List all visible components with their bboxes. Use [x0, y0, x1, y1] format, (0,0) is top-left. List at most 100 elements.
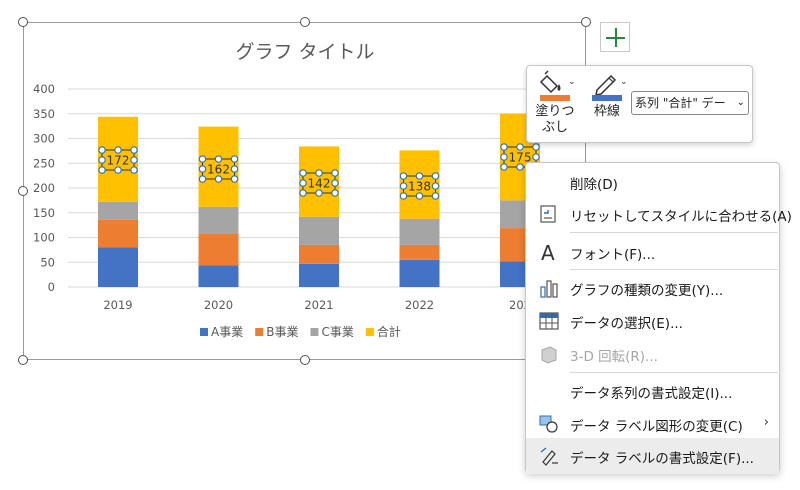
chart-elements-button[interactable]: [600, 22, 630, 52]
series-select[interactable]: 系列 "合計" デー ⌄: [631, 91, 749, 115]
y-tick-label: 150: [33, 206, 55, 220]
data-label-handle: [331, 179, 339, 187]
outline-button[interactable]: ⌄ 枠線: [587, 70, 628, 120]
outline-label: 枠線: [593, 104, 620, 119]
legend-marker: [310, 328, 319, 336]
data-label: 172: [107, 154, 130, 168]
data-label-handle: [98, 166, 106, 174]
data-label-handle: [399, 192, 408, 200]
data-label-handle: [431, 182, 440, 190]
data-label-handle: [331, 169, 339, 177]
resize-handle-left[interactable]: [18, 186, 28, 196]
fill-button[interactable]: ⌄ 塗りつ ぶし: [535, 70, 576, 136]
legend-label: 合計: [377, 324, 401, 339]
data-label-handle: [198, 165, 207, 173]
data-label-handle: [532, 143, 540, 151]
data-label-handle: [415, 172, 424, 180]
resize-handle-bottom[interactable]: [300, 355, 310, 365]
font-icon: A: [541, 242, 555, 262]
legend-label: C事業: [321, 325, 353, 339]
bar-1-2021: [299, 263, 339, 287]
x-tick-label: 2019: [103, 298, 132, 312]
pencil-icon: ⌄: [587, 70, 628, 104]
bar-1-2019: [98, 247, 138, 287]
chart-type-icon: [540, 280, 558, 298]
menu-item-select-data[interactable]: データの選択(E)...: [526, 303, 779, 339]
data-label: 162: [207, 163, 230, 177]
data-label-handle: [198, 175, 207, 183]
data-label-handle: [500, 163, 508, 171]
format-label-icon: [540, 447, 558, 466]
y-tick-label: 350: [33, 107, 55, 121]
data-label-handle: [500, 143, 508, 151]
legend-marker: [200, 328, 208, 336]
data-label-handle: [299, 189, 307, 197]
bar-2-2020: [198, 234, 239, 266]
data-label-handle: [130, 166, 138, 174]
data-label-handle: [500, 153, 508, 161]
data-label-handle: [230, 165, 239, 173]
data-label-handle: [331, 189, 339, 197]
data-label: 138: [408, 180, 431, 194]
data-label-handle: [315, 169, 323, 177]
data-label-handle: [230, 175, 239, 183]
bar-1-2022: [399, 259, 440, 287]
data-label-handle: [98, 156, 106, 164]
resize-handle-top-left[interactable]: [18, 17, 28, 27]
svg-text:A: A: [541, 242, 555, 262]
data-label: 142: [308, 177, 331, 191]
x-tick-label: 2021: [304, 298, 333, 312]
mini-toolbar: ⌄ 塗りつ ぶし ⌄ 枠線 系列 "合計" デー ⌄: [526, 65, 753, 143]
data-label-handle: [214, 175, 223, 183]
menu-item-change-label-shape[interactable]: データ ラベル図形の変更(C) ›: [526, 406, 779, 442]
menu-separator: [570, 269, 778, 270]
3d-rotation-icon: [541, 346, 557, 364]
y-tick-label: 0: [48, 280, 55, 294]
data-label-handle: [130, 146, 138, 154]
legend-label: A事業: [211, 325, 243, 339]
bar-2-2021: [299, 244, 339, 264]
bar-3-2020: [198, 206, 239, 235]
menu-item-reset-style[interactable]: リセットしてスタイルに合わせる(A): [526, 196, 792, 232]
y-tick-label: 200: [33, 181, 55, 195]
data-label: 175: [509, 151, 532, 165]
bar-3-2021: [299, 216, 339, 245]
data-label-handle: [532, 153, 540, 161]
chevron-right-icon: ›: [763, 415, 769, 430]
bar-1-2020: [198, 265, 239, 287]
menu-item-format-data-labels[interactable]: データ ラベルの書式設定(F)...: [526, 438, 779, 474]
bar-2-2019: [98, 219, 138, 248]
series-select-value: 系列 "合計" デー: [635, 96, 726, 110]
data-label-handle: [431, 172, 440, 180]
legend-marker: [365, 328, 374, 336]
y-tick-label: 400: [33, 82, 55, 96]
bar-3-2019: [98, 201, 138, 220]
resize-handle-top-right[interactable]: [581, 17, 591, 27]
context-menu: 削除(D) リセットしてスタイルに合わせる(A) A フォント(F)... グラ…: [525, 162, 792, 474]
data-label-handle: [399, 182, 408, 190]
x-tick-label: 2022: [405, 298, 434, 312]
data-label-handle: [299, 179, 307, 187]
data-label-handle: [516, 163, 524, 171]
paint-bucket-icon: ⌄: [535, 70, 576, 104]
data-label-handle: [230, 155, 239, 163]
reset-style-icon: [540, 205, 556, 223]
menu-item-delete[interactable]: 削除(D): [570, 177, 618, 193]
y-tick-label: 300: [33, 132, 55, 146]
legend-marker: [255, 328, 264, 336]
data-label-handle: [399, 172, 408, 180]
data-label-handle: [114, 146, 122, 154]
legend-label: B事業: [266, 325, 298, 339]
menu-item-3d-rotation[interactable]: 3-D 回転(R)...: [526, 336, 779, 372]
menu-item-font[interactable]: A フォント(F)...: [526, 234, 779, 270]
menu-item-change-chart-type[interactable]: グラフの種類の変更(Y)...: [526, 270, 779, 306]
resize-handle-bottom-left[interactable]: [18, 355, 28, 365]
y-tick-label: 50: [40, 255, 55, 269]
resize-handle-top[interactable]: [300, 17, 310, 27]
chevron-down-icon: ⌄: [736, 97, 745, 108]
data-label-handle: [516, 143, 524, 151]
menu-item-format-series[interactable]: データ系列の書式設定(I)...: [570, 386, 733, 402]
data-label-handle: [214, 155, 223, 163]
menu-separator: [570, 372, 778, 373]
